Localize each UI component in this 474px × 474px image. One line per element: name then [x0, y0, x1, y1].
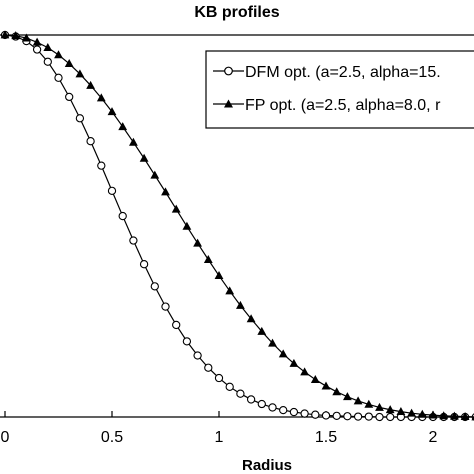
- data-point-filled-triangle: [407, 408, 416, 417]
- data-point-filled-triangle: [22, 33, 31, 42]
- data-point-filled-triangle: [96, 93, 106, 102]
- x-tick-label: 1: [215, 429, 224, 446]
- data-point-open-circle: [311, 410, 320, 419]
- x-tick-label: 0.5: [101, 429, 123, 446]
- data-point-filled-triangle: [450, 411, 459, 420]
- data-point-open-circle: [129, 236, 138, 245]
- data-point-open-circle: [257, 399, 266, 409]
- data-point-filled-triangle: [385, 405, 395, 414]
- data-point-open-circle: [289, 407, 299, 417]
- legend-label-fp: FP opt. (a=2.5, alpha=8.0, r: [245, 97, 441, 114]
- data-point-filled-triangle: [375, 402, 384, 411]
- x-tick-label: 2: [429, 429, 438, 446]
- data-point-open-circle: [65, 92, 74, 102]
- data-point-filled-triangle: [439, 411, 449, 420]
- data-point-open-circle: [375, 412, 384, 422]
- data-point-filled-triangle: [203, 255, 213, 264]
- data-point-open-circle: [193, 351, 202, 360]
- data-point-open-circle: [97, 161, 106, 170]
- data-point-open-circle: [353, 412, 363, 421]
- data-point-filled-triangle: [11, 31, 21, 40]
- data-point-filled-triangle: [129, 137, 138, 146]
- x-axis-label: Radius: [242, 457, 292, 474]
- data-point-open-circle: [107, 186, 117, 196]
- data-point-filled-triangle: [310, 374, 320, 383]
- legend-marker-filled-triangle-icon: [224, 99, 233, 108]
- data-point-open-circle: [161, 302, 170, 311]
- data-point-open-circle: [172, 320, 181, 330]
- data-point-filled-triangle: [161, 187, 170, 196]
- data-point-filled-triangle: [43, 43, 53, 52]
- plot-series: [0, 30, 474, 422]
- x-tick-labels: 0 0.5 1 1.5 2: [1, 429, 438, 446]
- data-point-filled-triangle: [471, 415, 474, 421]
- legend-entry-dfm: DFM opt. (a=2.5, alpha=15.: [213, 64, 441, 81]
- data-point-filled-triangle: [107, 107, 117, 116]
- data-point-open-circle: [86, 137, 95, 146]
- data-point-open-circle: [332, 411, 341, 421]
- legend-label-dfm: DFM opt. (a=2.5, alpha=15.: [245, 64, 441, 81]
- data-point-filled-triangle: [246, 314, 256, 323]
- data-point-open-circle: [225, 382, 234, 391]
- data-point-open-circle: [300, 409, 309, 418]
- data-point-filled-triangle: [268, 338, 277, 347]
- data-point-filled-triangle: [86, 80, 95, 89]
- data-point-open-circle: [236, 389, 245, 398]
- data-point-open-circle: [75, 114, 85, 123]
- data-point-filled-triangle: [257, 326, 267, 335]
- data-point-filled-triangle: [150, 170, 160, 179]
- data-point-open-circle: [364, 412, 373, 421]
- data-point-filled-triangle: [236, 300, 245, 309]
- data-point-filled-triangle: [460, 412, 470, 421]
- data-point-filled-triangle: [214, 271, 224, 280]
- data-point-filled-triangle: [118, 122, 128, 131]
- series-1: [0, 30, 474, 421]
- data-point-filled-triangle: [225, 286, 235, 295]
- data-point-open-circle: [32, 45, 42, 54]
- data-point-open-circle: [279, 405, 288, 415]
- data-point-open-circle: [43, 57, 52, 66]
- data-point-filled-triangle: [428, 410, 438, 419]
- data-point-open-circle: [204, 363, 213, 372]
- data-point-filled-triangle: [289, 358, 299, 367]
- data-point-filled-triangle: [54, 50, 63, 59]
- legend: DFM opt. (a=2.5, alpha=15. FP opt. (a=2.…: [205, 50, 474, 129]
- data-point-open-circle: [321, 411, 331, 420]
- data-point-filled-triangle: [321, 381, 331, 390]
- data-point-filled-triangle: [364, 399, 374, 408]
- data-point-open-circle: [214, 373, 224, 383]
- data-point-filled-triangle: [300, 367, 309, 376]
- data-point-filled-triangle: [75, 69, 85, 78]
- data-point-open-circle: [118, 211, 127, 221]
- legend-marker-open-circle-icon: [224, 66, 233, 76]
- data-point-filled-triangle: [278, 349, 288, 358]
- data-point-filled-triangle: [139, 153, 149, 162]
- data-point-open-circle: [150, 282, 159, 291]
- data-point-filled-triangle: [417, 409, 427, 418]
- data-point-filled-triangle: [353, 396, 363, 405]
- data-point-open-circle: [343, 412, 352, 421]
- data-point-open-circle: [139, 260, 149, 269]
- legend-entry-fp: FP opt. (a=2.5, alpha=8.0, r: [213, 97, 441, 114]
- data-point-filled-triangle: [171, 204, 181, 213]
- data-point-filled-triangle: [396, 407, 406, 416]
- data-point-filled-triangle: [0, 30, 10, 39]
- data-point-open-circle: [386, 412, 395, 422]
- data-point-open-circle: [54, 73, 63, 82]
- data-point-filled-triangle: [193, 238, 202, 247]
- data-point-open-circle: [246, 395, 256, 404]
- data-point-filled-triangle: [182, 221, 192, 230]
- legend-box: [205, 50, 474, 129]
- data-point-open-circle: [182, 337, 192, 346]
- data-point-filled-triangle: [332, 387, 342, 396]
- data-point-filled-triangle: [343, 392, 352, 401]
- x-tick-label: 0: [1, 429, 10, 446]
- data-point-open-circle: [268, 403, 277, 412]
- chart-title: KB profiles: [194, 4, 279, 21]
- x-tick-label: 1.5: [315, 429, 337, 446]
- data-point-filled-triangle: [32, 37, 42, 46]
- data-point-filled-triangle: [64, 59, 74, 68]
